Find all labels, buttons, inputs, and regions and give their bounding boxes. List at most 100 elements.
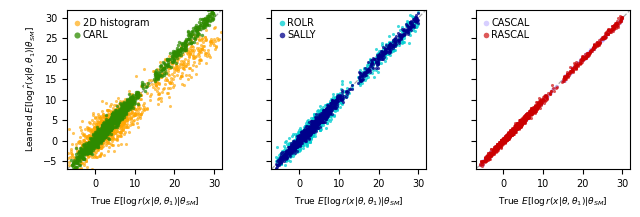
2D histogram xyxy=(91,122,101,125)
CARL xyxy=(185,39,195,42)
SALLY xyxy=(316,120,326,123)
RASCAL xyxy=(476,159,486,162)
2D histogram xyxy=(90,144,100,148)
ROLR xyxy=(300,133,310,137)
2D histogram xyxy=(102,113,112,117)
ROLR xyxy=(326,100,336,104)
CASCAL xyxy=(528,108,538,112)
SALLY xyxy=(302,131,312,134)
2D histogram xyxy=(115,128,125,132)
SALLY xyxy=(296,133,307,136)
ROLR xyxy=(287,145,298,148)
CASCAL xyxy=(530,106,540,109)
CARL xyxy=(98,134,108,138)
SALLY xyxy=(284,147,294,151)
RASCAL xyxy=(489,146,499,149)
SALLY xyxy=(289,140,299,143)
RASCAL xyxy=(527,112,538,115)
SALLY xyxy=(305,126,316,129)
2D histogram xyxy=(120,116,130,119)
CARL xyxy=(108,115,118,118)
CARL xyxy=(75,159,85,163)
CARL xyxy=(76,156,86,159)
2D histogram xyxy=(111,111,122,114)
CARL xyxy=(193,31,204,34)
SALLY xyxy=(285,149,295,153)
2D histogram xyxy=(159,66,169,69)
RASCAL xyxy=(533,102,543,105)
CASCAL xyxy=(561,73,571,77)
RASCAL xyxy=(567,67,577,71)
2D histogram xyxy=(97,99,108,103)
CASCAL xyxy=(510,128,520,132)
CASCAL xyxy=(515,124,525,128)
ROLR xyxy=(317,114,328,117)
CASCAL xyxy=(490,149,500,152)
CASCAL xyxy=(529,107,540,110)
RASCAL xyxy=(515,118,525,122)
RASCAL xyxy=(491,147,501,150)
SALLY xyxy=(305,127,315,131)
SALLY xyxy=(287,149,298,152)
RASCAL xyxy=(517,120,527,123)
CASCAL xyxy=(604,30,614,33)
RASCAL xyxy=(526,112,536,115)
ROLR xyxy=(311,122,321,125)
CASCAL xyxy=(604,29,614,33)
CASCAL xyxy=(592,43,602,46)
RASCAL xyxy=(490,146,500,150)
ROLR xyxy=(381,56,391,59)
ROLR xyxy=(297,138,307,142)
RASCAL xyxy=(505,132,515,135)
RASCAL xyxy=(521,117,531,120)
CASCAL xyxy=(500,136,510,140)
RASCAL xyxy=(519,116,529,120)
RASCAL xyxy=(497,138,508,142)
ROLR xyxy=(332,97,342,100)
SALLY xyxy=(309,122,319,125)
2D histogram xyxy=(72,155,83,158)
CARL xyxy=(92,141,102,145)
RASCAL xyxy=(505,134,515,138)
2D histogram xyxy=(200,35,210,39)
CASCAL xyxy=(520,117,530,121)
ROLR xyxy=(280,163,290,167)
2D histogram xyxy=(156,100,166,103)
ROLR xyxy=(307,132,317,136)
CASCAL xyxy=(527,108,537,112)
CARL xyxy=(99,123,109,127)
CASCAL xyxy=(616,18,626,21)
CASCAL xyxy=(541,96,552,99)
SALLY xyxy=(404,28,415,31)
CARL xyxy=(108,119,118,122)
ROLR xyxy=(301,135,312,138)
RASCAL xyxy=(503,135,513,138)
CASCAL xyxy=(495,143,506,146)
RASCAL xyxy=(607,27,617,31)
2D histogram xyxy=(95,122,105,125)
SALLY xyxy=(313,116,323,119)
CARL xyxy=(196,24,207,27)
CASCAL xyxy=(564,70,574,74)
RASCAL xyxy=(514,125,524,129)
CASCAL xyxy=(521,117,531,121)
ROLR xyxy=(326,103,336,106)
CASCAL xyxy=(510,125,520,129)
SALLY xyxy=(291,141,301,144)
2D histogram xyxy=(97,140,108,143)
2D histogram xyxy=(103,133,113,137)
CARL xyxy=(120,101,131,104)
ROLR xyxy=(288,152,298,155)
CARL xyxy=(117,113,127,117)
SALLY xyxy=(400,33,410,36)
SALLY xyxy=(311,121,321,125)
SALLY xyxy=(301,130,312,134)
ROLR xyxy=(404,29,415,33)
SALLY xyxy=(308,126,318,130)
CASCAL xyxy=(506,129,516,132)
ROLR xyxy=(371,60,381,63)
ROLR xyxy=(284,142,294,145)
CASCAL xyxy=(539,97,549,100)
2D histogram xyxy=(176,74,186,78)
RASCAL xyxy=(524,112,534,115)
